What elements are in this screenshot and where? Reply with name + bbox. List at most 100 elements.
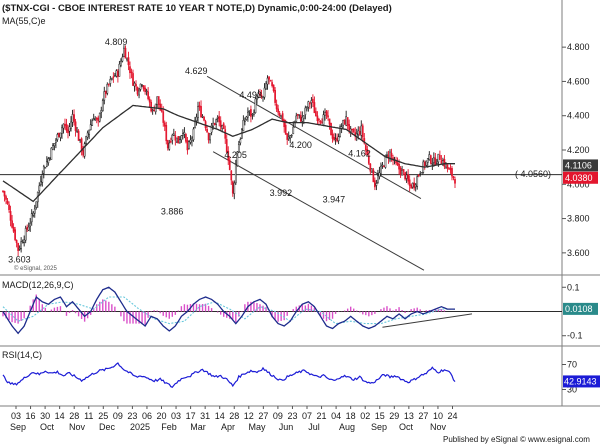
date-axis-label: 03 bbox=[171, 411, 181, 421]
candle-body bbox=[191, 137, 193, 142]
price-annotation: 3.603 bbox=[8, 255, 31, 265]
price-axis-label: 4.600 bbox=[567, 76, 590, 86]
month-axis-label: Oct bbox=[399, 422, 414, 432]
candle-body bbox=[92, 118, 95, 121]
candle-body bbox=[218, 116, 221, 123]
candle-body bbox=[428, 154, 431, 160]
price-annotation: 4.162 bbox=[348, 148, 371, 158]
candle-body bbox=[106, 84, 109, 94]
candle-body bbox=[451, 168, 453, 177]
candle-body bbox=[148, 98, 151, 103]
candle-body bbox=[38, 185, 41, 192]
ma55-line bbox=[2, 104, 455, 203]
candle-body bbox=[182, 133, 184, 136]
candle-body bbox=[3, 190, 6, 197]
candle-body bbox=[228, 159, 231, 170]
candle-body bbox=[64, 123, 66, 127]
candle-body bbox=[32, 212, 35, 216]
price-value-box bbox=[563, 171, 598, 184]
candle-body bbox=[327, 115, 329, 118]
candle-body bbox=[100, 110, 103, 113]
candle-body bbox=[59, 132, 62, 138]
candle-body bbox=[5, 196, 7, 200]
candle-body bbox=[375, 183, 378, 186]
date-axis-label: 07 bbox=[302, 411, 312, 421]
candle-body bbox=[9, 211, 12, 221]
candle-body bbox=[114, 75, 116, 77]
candle-body bbox=[321, 122, 323, 124]
candle-body bbox=[369, 163, 372, 172]
candle-body bbox=[62, 123, 65, 129]
candle-body bbox=[121, 56, 124, 62]
candle-body bbox=[443, 158, 446, 167]
macd-value-box bbox=[563, 302, 598, 315]
candle-body bbox=[225, 139, 228, 153]
price-annotation: 4.629 bbox=[185, 66, 208, 76]
candle-body bbox=[266, 77, 269, 85]
candle-body bbox=[304, 107, 307, 115]
candle-body bbox=[384, 155, 387, 168]
candle-body bbox=[398, 163, 400, 170]
candle-body bbox=[221, 125, 224, 129]
candle-body bbox=[175, 137, 178, 143]
watermark: © eSignal, 2025 bbox=[14, 265, 57, 272]
candle-body bbox=[151, 109, 154, 111]
candle-body bbox=[313, 102, 316, 114]
candle-body bbox=[295, 115, 298, 122]
candle-body bbox=[97, 117, 100, 122]
ma-label: MA(55,C)e bbox=[2, 16, 46, 26]
candle-body bbox=[73, 114, 75, 122]
date-axis-label: 21 bbox=[317, 411, 327, 421]
candle-body bbox=[242, 119, 245, 132]
month-axis-label: Jun bbox=[279, 422, 294, 432]
date-axis-label: 28 bbox=[69, 411, 79, 421]
candle-body bbox=[439, 154, 441, 160]
candle-body bbox=[124, 47, 127, 59]
candle-body bbox=[172, 133, 175, 136]
macd-divergence-line bbox=[382, 313, 473, 328]
candle-body bbox=[312, 98, 314, 103]
candle-body bbox=[257, 93, 260, 98]
candle-body bbox=[133, 82, 136, 87]
candle-body bbox=[244, 120, 246, 123]
month-axis-label: Dec bbox=[99, 422, 116, 432]
candle-body bbox=[112, 76, 115, 78]
candle-body bbox=[378, 172, 381, 177]
candle-body bbox=[413, 182, 416, 189]
month-axis-label: Oct bbox=[40, 422, 55, 432]
candle-body bbox=[292, 126, 295, 135]
candle-body bbox=[141, 84, 143, 87]
candle-body bbox=[342, 119, 344, 126]
candle-body bbox=[283, 120, 286, 128]
candle-body bbox=[8, 204, 10, 211]
date-axis-label: 27 bbox=[418, 411, 428, 421]
price-value-label: 4.0380 bbox=[565, 173, 593, 183]
candle-body bbox=[250, 109, 252, 117]
candle-body bbox=[417, 174, 420, 177]
candle-body bbox=[27, 226, 30, 231]
candle-body bbox=[200, 106, 202, 118]
candle-body bbox=[101, 100, 104, 112]
macd-axis-label: 0.1 bbox=[567, 282, 580, 292]
candle-body bbox=[98, 112, 101, 122]
candle-body bbox=[11, 220, 13, 228]
candle-body bbox=[357, 130, 360, 136]
candle-body bbox=[77, 130, 80, 141]
candle-body bbox=[138, 90, 140, 96]
candle-body bbox=[174, 135, 177, 141]
date-axis-label: 06 bbox=[142, 411, 152, 421]
candle-body bbox=[186, 140, 189, 151]
candle-body bbox=[272, 84, 275, 91]
candle-body bbox=[399, 167, 402, 175]
candle-body bbox=[256, 97, 258, 100]
candle-body bbox=[322, 114, 325, 126]
candle-body bbox=[431, 163, 434, 165]
date-axis-label: 09 bbox=[273, 411, 283, 421]
candle-body bbox=[213, 122, 216, 125]
macd-axis-label: -0.1 bbox=[567, 331, 583, 341]
candle-body bbox=[129, 66, 131, 74]
candle-body bbox=[203, 117, 205, 121]
candle-body bbox=[115, 70, 118, 77]
price-annotation: 4.200 bbox=[289, 140, 312, 150]
candle-body bbox=[110, 77, 113, 80]
